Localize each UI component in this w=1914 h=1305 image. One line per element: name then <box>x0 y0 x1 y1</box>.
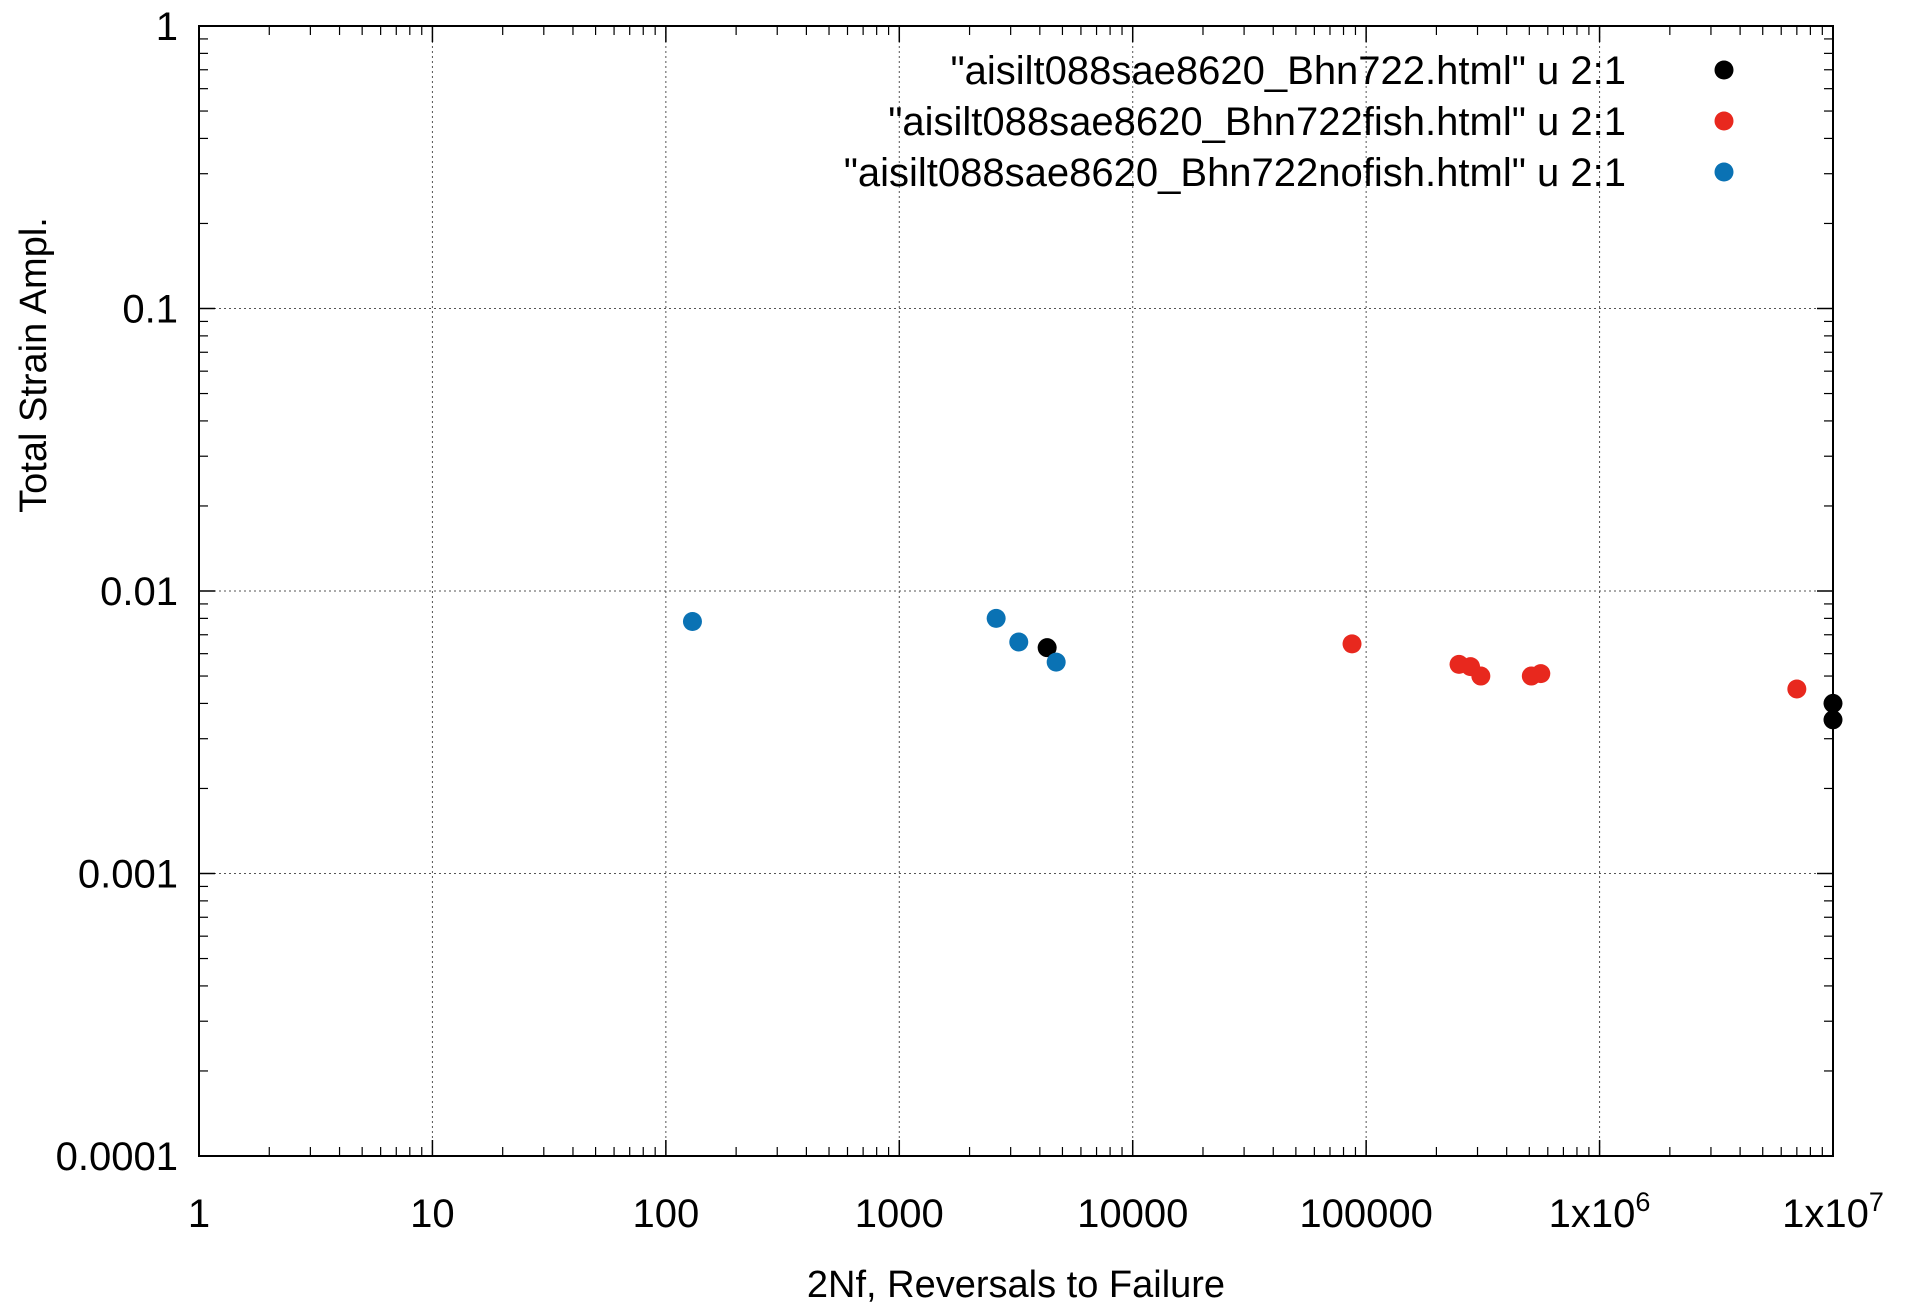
data-point-series-3 <box>1009 632 1029 652</box>
data-point-series-3 <box>1046 652 1066 672</box>
x-tick-label: 100 <box>632 1192 699 1236</box>
minor-ticks <box>199 26 1833 1156</box>
data-point-series-2 <box>1471 666 1491 686</box>
x-tick-label: 1 <box>188 1192 210 1236</box>
x-tick-exponent: 6 <box>1635 1187 1650 1217</box>
y-axis-ticks: 0.0001 0.001 0.01 0.1 1 <box>56 5 1833 1179</box>
y-axis-title: Total Strain Ampl. <box>13 217 55 513</box>
legend-marker-series-2 <box>1714 111 1734 131</box>
x-tick-label: 10 <box>410 1192 455 1236</box>
y-tick-label: 0.01 <box>100 570 178 614</box>
x-axis-ticks: 1 10 100 1000 10000 100000 1x106 1x107 <box>188 26 1884 1236</box>
data-point-series-3 <box>682 611 702 631</box>
data-point-series-3 <box>986 608 1006 628</box>
grid-lines <box>199 26 1833 1156</box>
x-tick-label: 1x106 <box>1549 1187 1651 1236</box>
y-tick-label: 1 <box>156 5 178 49</box>
legend-marker-series-3 <box>1714 162 1734 182</box>
x-tick-label: 1x107 <box>1782 1187 1884 1236</box>
legend-label-series-3: "aisilt088sae8620_Bhn722nofish.html" u 2… <box>844 151 1626 195</box>
data-point-series-1 <box>1823 710 1843 730</box>
data-point-series-1 <box>1823 693 1843 713</box>
data-point-series-2 <box>1787 679 1807 699</box>
x-tick-exponent: 7 <box>1869 1187 1884 1217</box>
x-tick-label: 10000 <box>1077 1192 1188 1236</box>
y-tick-label: 0.0001 <box>56 1135 178 1179</box>
x-axis-title: 2Nf, Reversals to Failure <box>807 1264 1225 1305</box>
legend-label-series-2: "aisilt088sae8620_Bhn722fish.html" u 2:1 <box>888 100 1626 144</box>
y-tick-label: 0.001 <box>78 853 178 897</box>
data-point-series-2 <box>1531 664 1551 684</box>
y-tick-label: 0.1 <box>122 288 178 332</box>
data-point-series-2 <box>1342 634 1362 654</box>
legend-label-series-1: "aisilt088sae8620_Bhn722.html" u 2:1 <box>950 49 1626 93</box>
x-tick-label: 1000 <box>855 1192 944 1236</box>
data-point-series-1 <box>1037 638 1057 658</box>
legend-marker-series-1 <box>1714 60 1734 80</box>
x-tick-label: 100000 <box>1299 1192 1432 1236</box>
data-points <box>682 608 1843 730</box>
legend: "aisilt088sae8620_Bhn722.html" u 2:1 "ais… <box>844 49 1734 195</box>
